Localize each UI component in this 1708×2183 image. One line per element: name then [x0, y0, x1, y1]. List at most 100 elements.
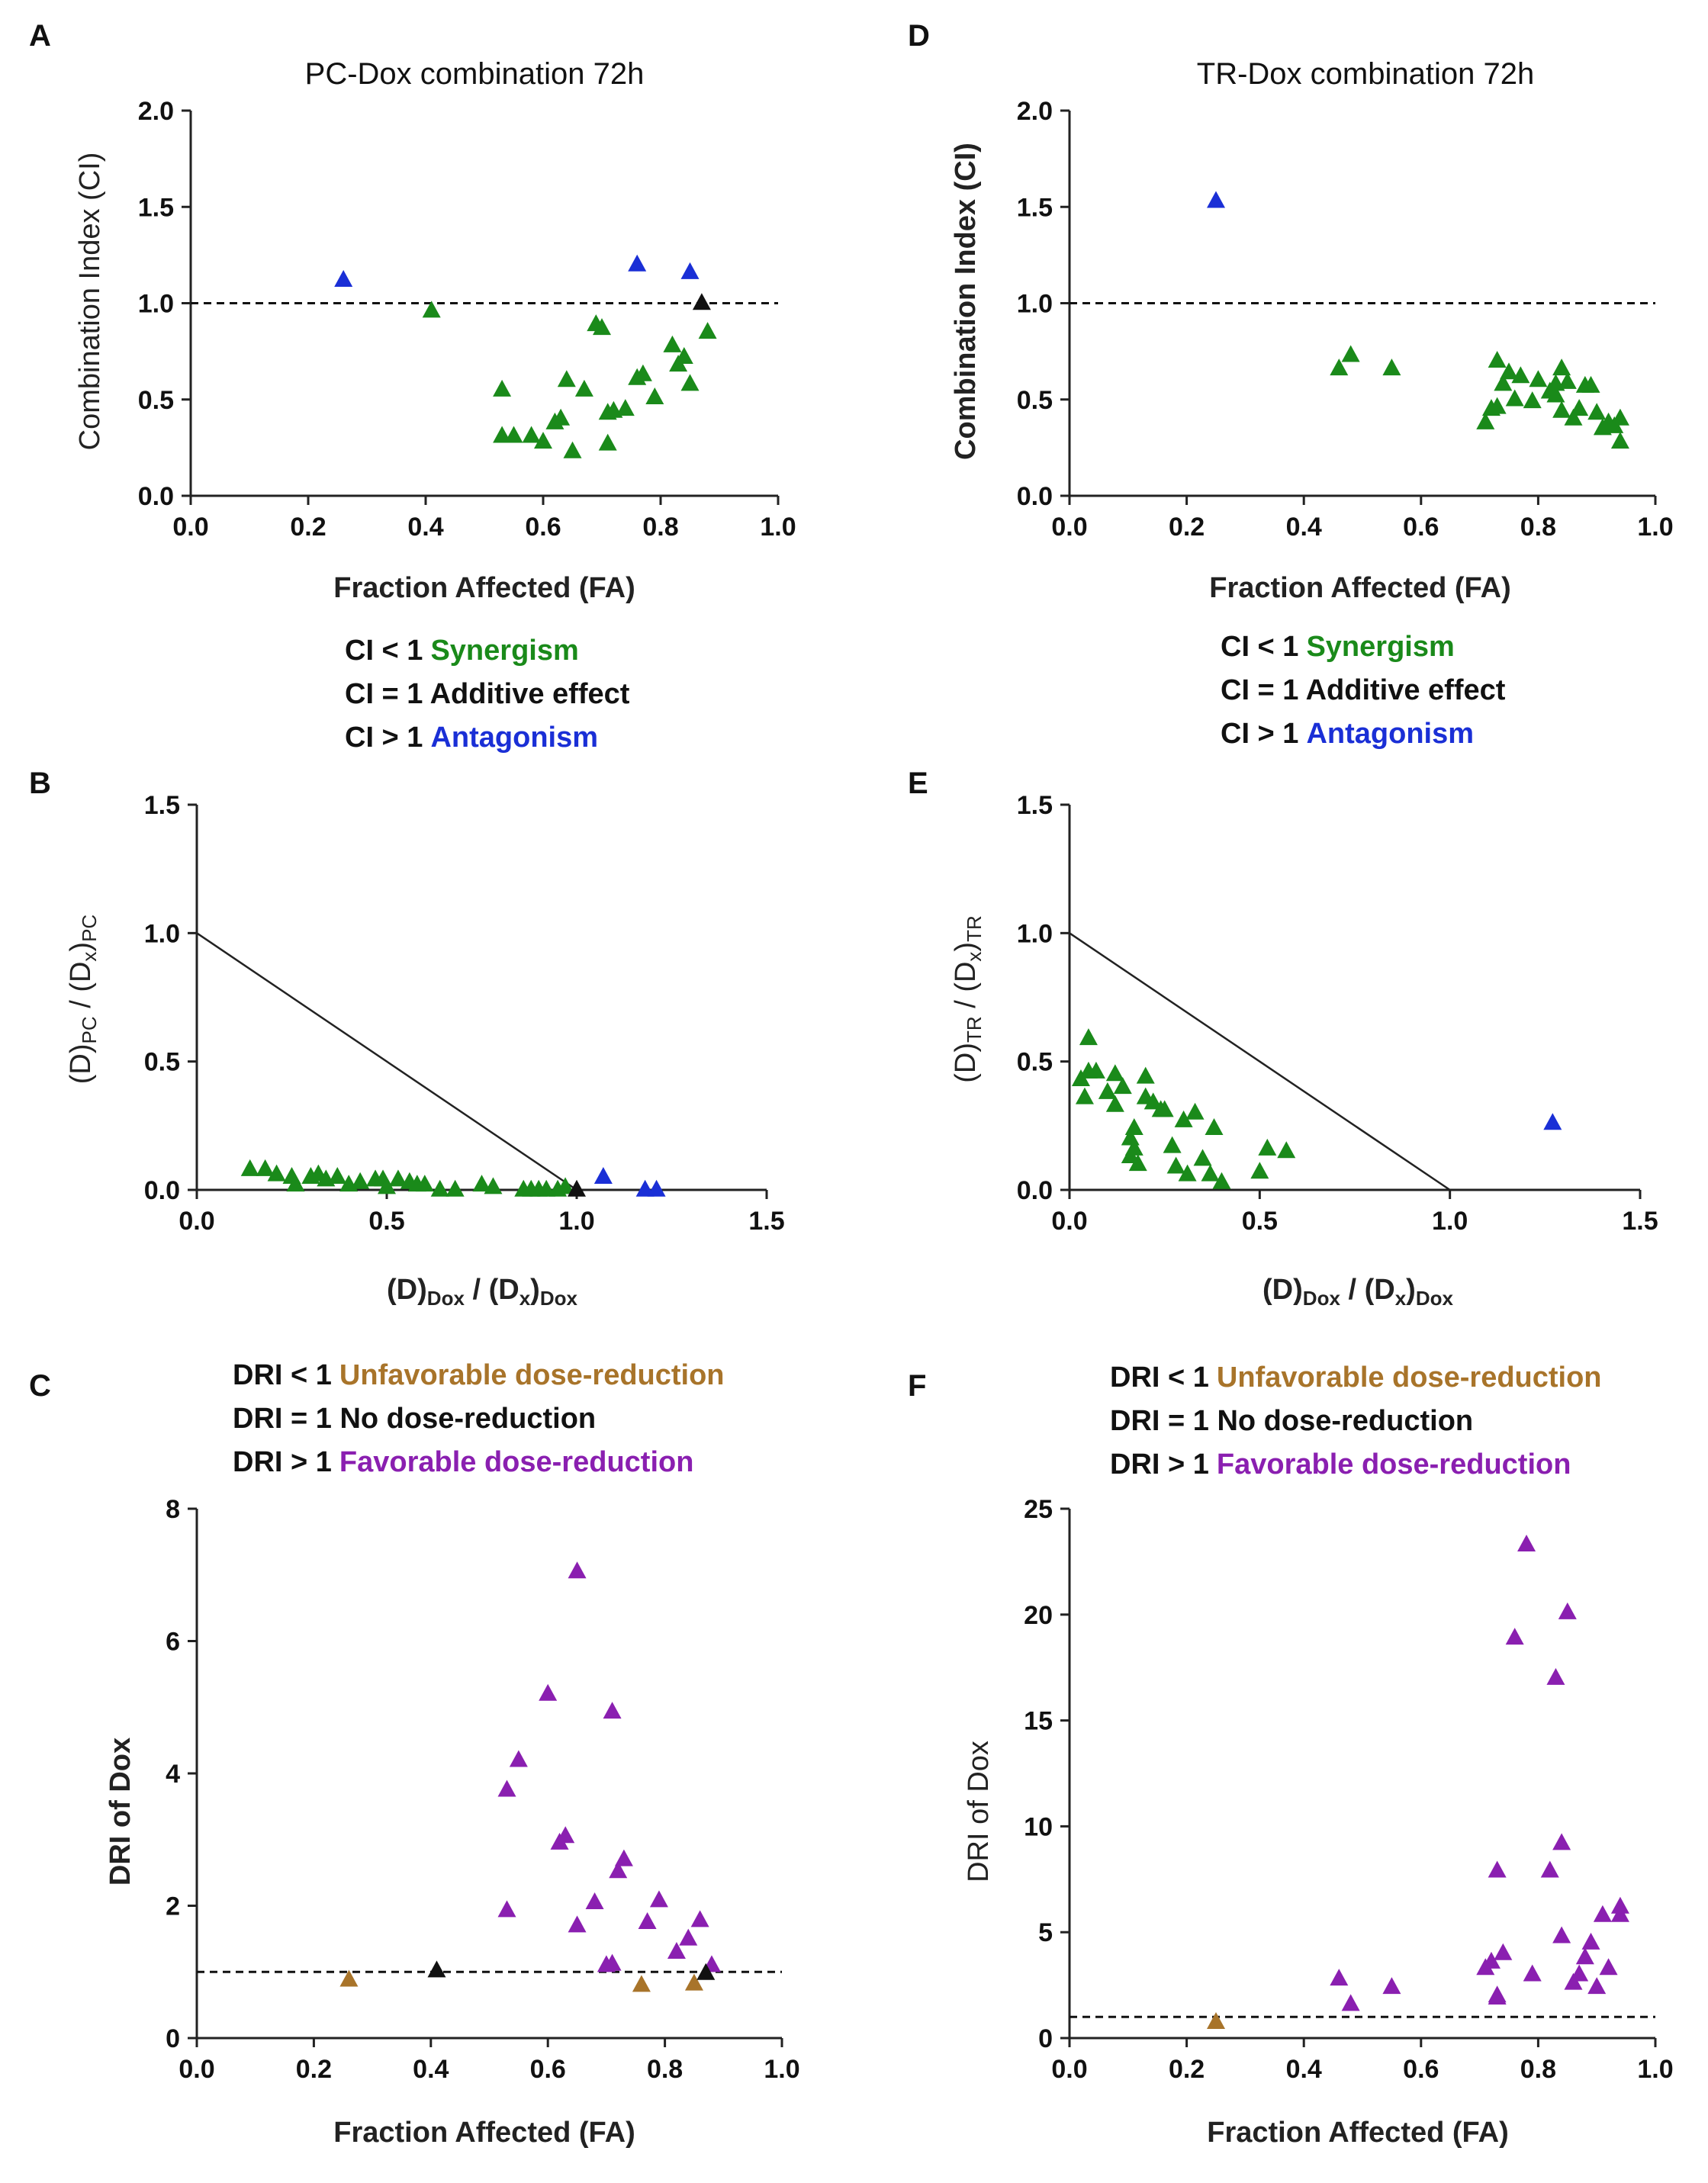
- x-axis-title-b-p2: / (D: [465, 1274, 519, 1306]
- legend-dri-favorable-c: Favorable dose-reduction: [339, 1446, 694, 1478]
- data-point-favorable-f: [1552, 1833, 1571, 1850]
- data-point-favorable-f: [1570, 1964, 1589, 1982]
- data-point-favorable-f: [1517, 1534, 1536, 1551]
- data-point-synergism-a: [633, 364, 652, 381]
- panel-letter-b: B: [29, 767, 51, 800]
- y-axis-title-e: (D)TR / (Dx)TR: [950, 915, 986, 1083]
- data-point-antagonism-a: [628, 254, 647, 272]
- y-axis-title-b-p1: (D): [65, 1043, 97, 1084]
- data-point-favorable-c: [603, 1953, 622, 1971]
- data-point-synergism-e: [1086, 1061, 1105, 1079]
- data-point-favorable-f: [1587, 1977, 1607, 1995]
- y-axis-title-e-p2: / (D: [950, 962, 982, 1017]
- x-axis-title-c: Fraction Affected (FA): [333, 2117, 635, 2149]
- y-tick-label-c: 4: [166, 1760, 180, 1789]
- y-axis-title-e-p3: ): [950, 942, 982, 952]
- data-point-favorable-f: [1564, 1972, 1583, 1990]
- y-axis-title-e-s1: TR: [963, 1016, 986, 1043]
- data-point-synergism-b: [267, 1164, 286, 1182]
- data-point-favorable-c: [667, 1942, 686, 1960]
- x-tick-label-d: 0.6: [1403, 513, 1439, 542]
- x-axis-title-b: (D)Dox / (Dx)Dox: [387, 1274, 577, 1310]
- data-point-synergism-b: [286, 1175, 305, 1192]
- legend-dri-line1-f: DRI < 1 Unfavorable dose-reduction: [1110, 1362, 1602, 1394]
- x-tick-label-b: 1.0: [558, 1207, 594, 1236]
- data-point-synergism-e: [1205, 1118, 1224, 1135]
- panel-c: C DRI < 1 Unfavorable dose-reduction DRI …: [29, 1359, 800, 2149]
- data-point-synergism-a: [593, 318, 611, 336]
- y-tick-label-c: 8: [166, 1495, 180, 1524]
- x-tick-label-c: 0.8: [647, 2055, 683, 2084]
- y-axis-title-b-s1: PC: [78, 1016, 101, 1043]
- x-tick-label-b: 0.0: [179, 1207, 214, 1236]
- data-point-synergism-e: [1105, 1064, 1124, 1082]
- data-point-synergism-d: [1476, 412, 1495, 429]
- y-axis-title-b: (D)PC / (Dx)PC: [65, 915, 101, 1084]
- y-axis-title-b-p3: ): [65, 942, 97, 952]
- legend-dri-line1-prefix-c: DRI < 1: [233, 1359, 332, 1391]
- y-tick-label-a: 2.0: [138, 97, 174, 126]
- plot-area-a: 0.0 0.2 0.4 0.6 0.8 1.0 0.0 0.5 1.0 1.5 2.0: [138, 97, 796, 542]
- x-tick-label-d: 0.8: [1520, 513, 1556, 542]
- data-point-synergism-e: [1178, 1164, 1197, 1182]
- x-tick-label-d: 1.0: [1637, 513, 1673, 542]
- y-tick-label-e: 0.5: [1017, 1048, 1053, 1077]
- y-axis-title-d: Combination Index (CI): [950, 143, 982, 460]
- data-point-synergism-d: [1570, 399, 1589, 416]
- data-point-favorable-f: [1558, 1602, 1577, 1619]
- x-axis-title-e-s3: Dox: [1416, 1287, 1454, 1310]
- x-tick-label-e: 0.5: [1242, 1207, 1278, 1236]
- legend-ci-antagonism-a: Antagonism: [430, 722, 598, 754]
- x-tick-label-b: 0.5: [368, 1207, 404, 1236]
- data-point-synergism-d: [1552, 358, 1571, 376]
- data-point-antagonism-b: [593, 1166, 613, 1184]
- x-axis-title-e: (D)Dox / (Dx)Dox: [1263, 1274, 1453, 1310]
- legend-ci-line1-prefix-a: CI < 1: [345, 635, 423, 667]
- y-tick-label-e: 0.0: [1017, 1176, 1053, 1205]
- x-tick-label-c: 0.4: [413, 2055, 449, 2084]
- x-tick-label-f: 0.8: [1520, 2055, 1556, 2084]
- data-point-favorable-f: [1593, 1905, 1612, 1922]
- data-point-favorable-c: [603, 1702, 622, 1719]
- data-point-favorable-f: [1540, 1860, 1559, 1878]
- data-point-unfavorable-c: [339, 1969, 359, 1987]
- legend-dri-unfavorable-f: Unfavorable dose-reduction: [1217, 1362, 1602, 1394]
- x-tick-label-b: 1.5: [748, 1207, 784, 1236]
- data-point-synergism-e: [1124, 1118, 1143, 1135]
- data-point-synergism-d: [1382, 358, 1401, 376]
- panel-letter-a: A: [29, 19, 51, 53]
- data-point-antagonism-e: [1543, 1113, 1562, 1130]
- x-tick-label-c: 0.6: [530, 2055, 566, 2084]
- data-point-favorable-c: [690, 1910, 709, 1927]
- data-point-synergism-e: [1258, 1138, 1277, 1156]
- plot-area-e: 0.0 0.5 1.0 1.5 0.0 0.5 1.0 1.5: [1017, 791, 1658, 1236]
- data-point-unfavorable-c: [684, 1973, 703, 1991]
- data-point-unfavorable-c: [632, 1975, 651, 1992]
- data-point-synergism-b: [256, 1159, 275, 1176]
- y-tick-label-f: 0: [1038, 2024, 1053, 2053]
- data-point-synergism-a: [493, 426, 512, 443]
- data-point-synergism-a: [680, 374, 700, 391]
- data-point-favorable-f: [1341, 1994, 1360, 2011]
- data-point-synergism-e: [1113, 1077, 1132, 1095]
- data-point-synergism-a: [504, 426, 523, 443]
- data-point-favorable-c: [679, 1928, 698, 1946]
- x-tick-label-a: 0.2: [290, 513, 326, 542]
- legend-ci-line2-d: CI = 1 Additive effect: [1221, 674, 1506, 706]
- x-axis-title-e-s1: Dox: [1303, 1287, 1341, 1310]
- data-point-synergism-d: [1610, 432, 1629, 449]
- data-point-favorable-f: [1488, 1985, 1507, 2003]
- data-point-synergism-b: [415, 1175, 434, 1192]
- data-point-synergism-e: [1155, 1100, 1174, 1117]
- data-point-synergism-a: [598, 433, 617, 451]
- y-axis-title-b-s2: x: [78, 952, 101, 962]
- data-point-synergism-b: [556, 1177, 575, 1194]
- data-point-synergism-d: [1488, 397, 1507, 414]
- data-point-synergism-a: [663, 335, 682, 352]
- data-point-synergism-e: [1174, 1110, 1193, 1127]
- y-axis-title-a: Combination Index (CI): [74, 153, 106, 451]
- data-point-synergism-b: [472, 1175, 491, 1192]
- data-point-synergism-d: [1494, 374, 1513, 391]
- x-tick-label-c: 1.0: [764, 2055, 799, 2084]
